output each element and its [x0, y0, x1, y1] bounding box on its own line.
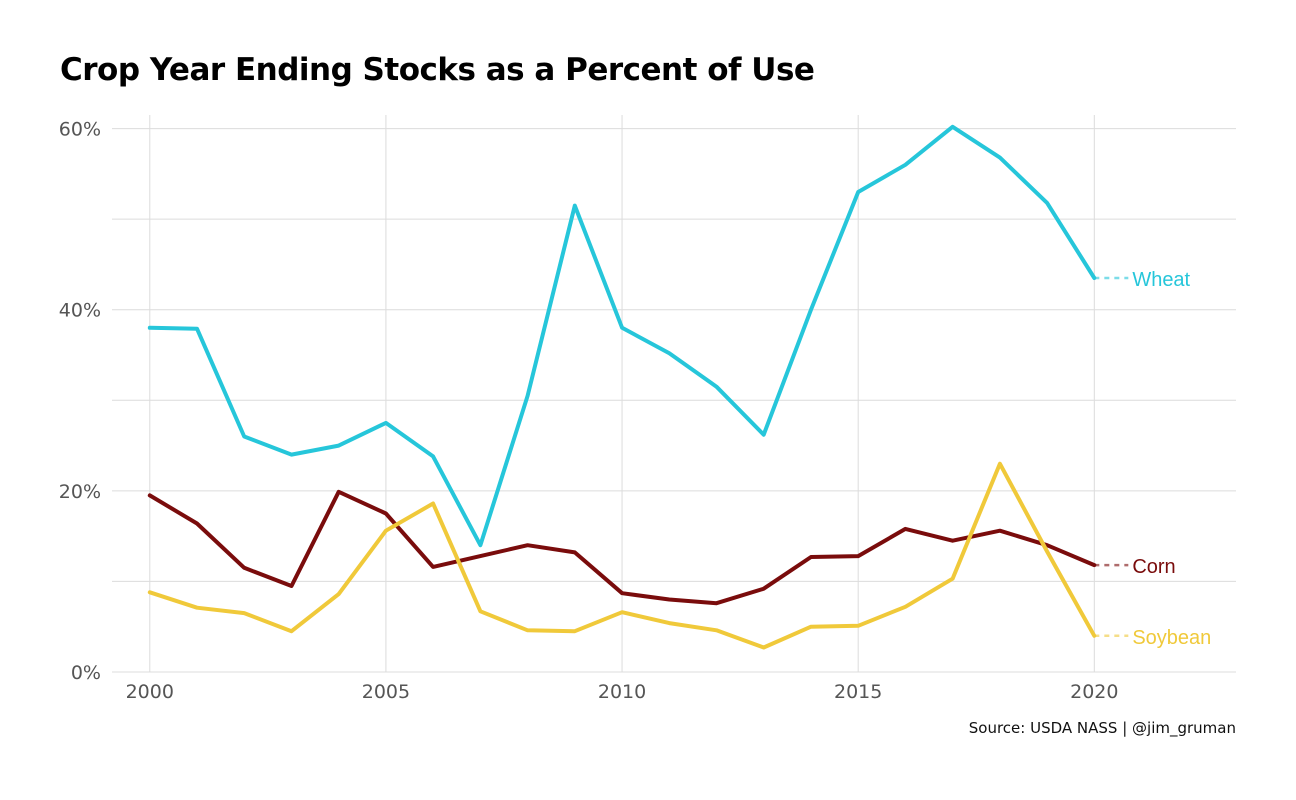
series-line-corn [147, 489, 1097, 606]
x-axis-tick-labels: 2000 2005 2010 2015 2020 [126, 681, 1119, 703]
x-tick-label: 2015 [834, 681, 882, 703]
grid-lines [112, 115, 1236, 673]
x-tick-label: 2020 [1070, 681, 1118, 703]
chart-title: Crop Year Ending Stocks as a Percent of … [60, 52, 815, 88]
y-tick-label: 60% [59, 119, 101, 141]
series-label-corn: Corn [1132, 556, 1175, 578]
x-tick-label: 2010 [598, 681, 646, 703]
x-tick-label: 2000 [126, 681, 174, 703]
y-tick-label: 20% [59, 481, 101, 503]
source-caption: Source: USDA NASS | @jim_gruman [968, 719, 1236, 737]
y-tick-label: 0% [71, 662, 101, 684]
series-labels: Wheat Corn Soybean [1094, 269, 1211, 649]
series-line-wheat [147, 124, 1097, 548]
y-tick-label: 40% [59, 300, 101, 322]
y-axis-tick-labels: 0% 20% 40% 60% [59, 119, 101, 684]
x-tick-label: 2005 [362, 681, 410, 703]
series-label-soybean: Soybean [1132, 627, 1211, 649]
series-label-wheat: Wheat [1132, 269, 1190, 291]
series-lines [147, 124, 1097, 650]
series-line-soybean [147, 461, 1097, 650]
